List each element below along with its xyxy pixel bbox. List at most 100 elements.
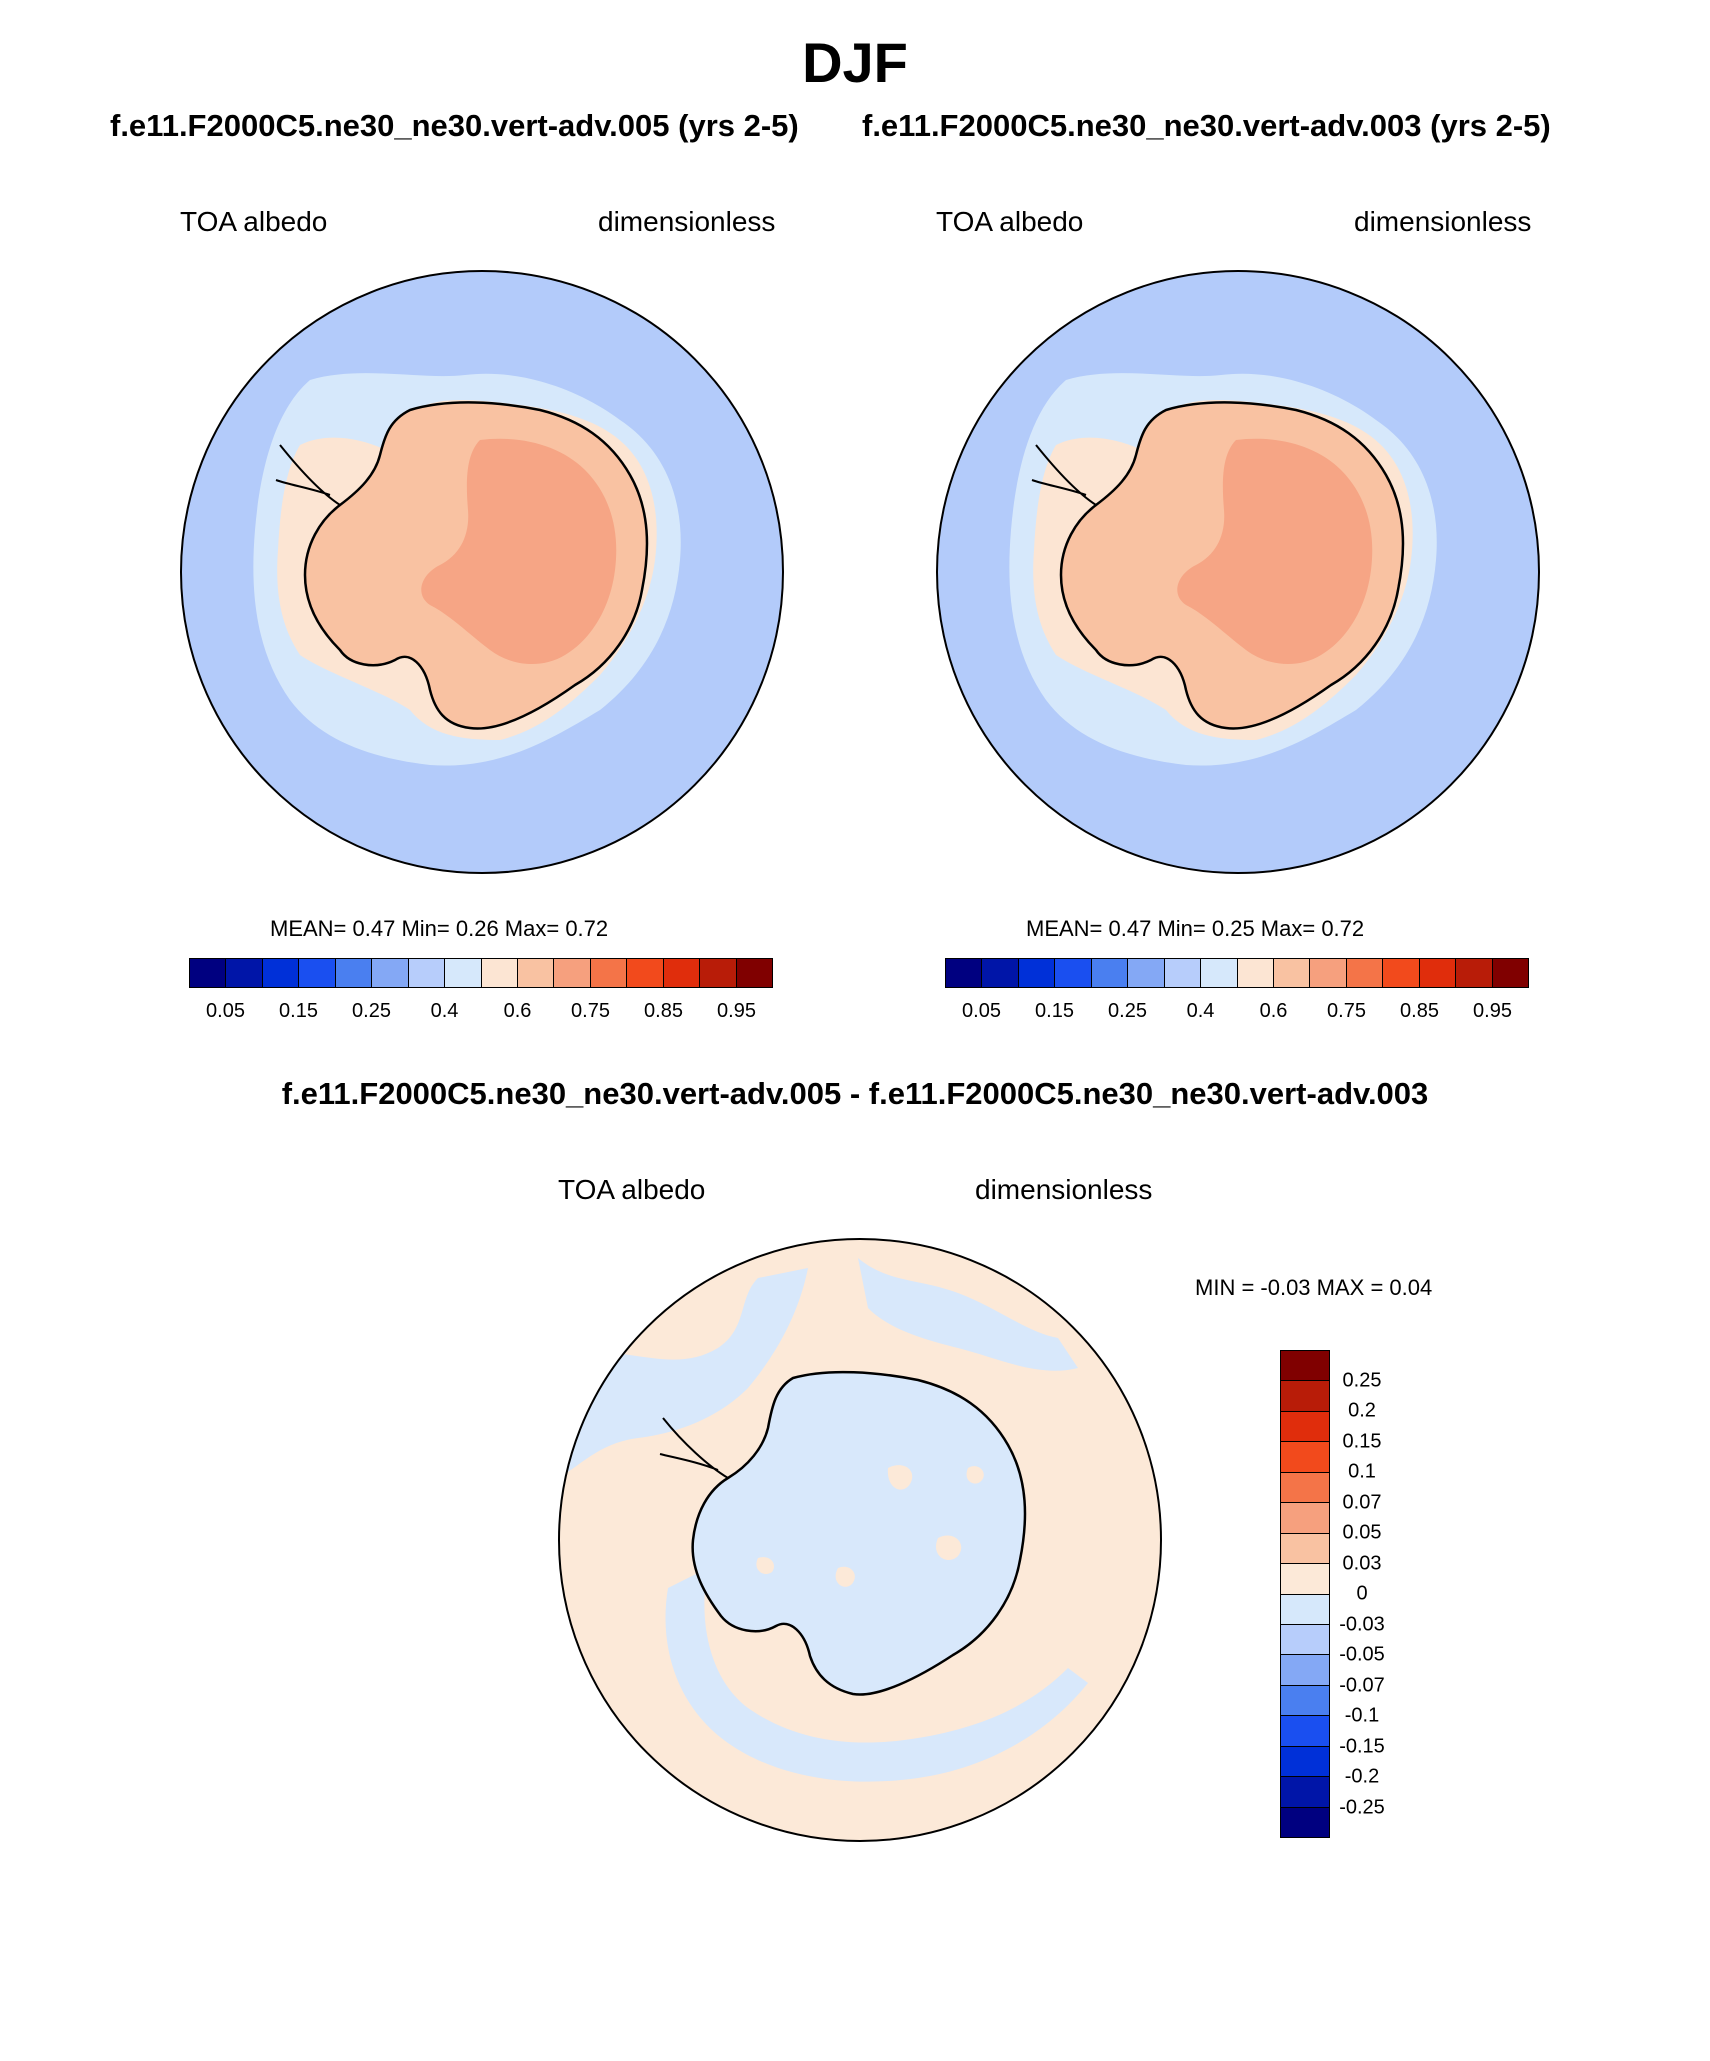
- difference-negative-ring: [665, 1568, 1088, 1782]
- panel-1-map-border: [180, 270, 784, 874]
- panel-1-colorbar-swatch: [262, 959, 300, 987]
- panel-2-colorbar-swatch: [1273, 959, 1311, 987]
- difference-variable-label: TOA albedo: [558, 1174, 706, 1205]
- panel-1-plateau: [421, 438, 617, 665]
- panel-2-plateau: [1177, 438, 1373, 665]
- difference-colorbar-swatch: [1281, 1533, 1329, 1565]
- panel-1-colorbar-swatch: [226, 959, 263, 987]
- difference-negative-region-north: [858, 1258, 1078, 1371]
- difference-colorbar-swatch: [1281, 1624, 1329, 1656]
- panel-1-colorbar-tick-label: 0.25: [352, 1000, 391, 1022]
- panel-2-colorbar-swatch: [946, 959, 983, 987]
- difference-colorbar-tick-label: 0.2: [1348, 1399, 1376, 1422]
- panel-2-colorbar-swatch: [1055, 959, 1092, 987]
- difference-colorbar-swatch: [1281, 1411, 1329, 1443]
- panel-1-colorbar-swatch: [372, 959, 409, 987]
- panel-1-colorbar-tick-label: 0.4: [430, 1000, 459, 1022]
- difference-units-label: dimensionless: [975, 1174, 1153, 1205]
- panel-1-colorbar-tick-label: 0.95: [717, 1000, 756, 1022]
- panel-1-colorbar-swatch: [445, 959, 482, 987]
- difference-coastline: [691, 1370, 1027, 1696]
- panel-1-colorbar-tick-label: 0.6: [503, 1000, 532, 1022]
- panel-2-colorbar-tick-label: 0.75: [1327, 1000, 1366, 1022]
- panel-1-polar-map: [180, 270, 784, 874]
- panel-2-colorbar: [945, 958, 1529, 988]
- panel-1-colorbar-swatch: [190, 959, 227, 987]
- panel-1-colorbar-swatch: [481, 959, 518, 987]
- panel-1-colorbar-ticks: 0.05 0.15 0.25 0.4 0.6 0.75 0.85 0.95: [189, 1000, 773, 1030]
- panel-1-peninsula: [275, 444, 341, 506]
- panel-1-colorbar-swatch: [736, 959, 772, 987]
- panel-2-colorbar-tick-label: 0.6: [1259, 1000, 1288, 1022]
- difference-map-border: [558, 1238, 1162, 1842]
- difference-colorbar-tick-label: -0.1: [1344, 1704, 1380, 1727]
- difference-polar-map: [558, 1238, 1162, 1842]
- difference-colorbar-tick-label: -0.25: [1339, 1796, 1385, 1818]
- difference-colorbar-swatch: [1281, 1655, 1329, 1686]
- panel-1-colorbar-swatch: [335, 959, 373, 987]
- difference-colorbar-ticks: 0.25 0.2 0.15 0.1 0.07 0.05 0.03 0 -0.03 -0.05 -0.…: [1339, 1350, 1420, 1838]
- panel-2-map-border: [936, 270, 1540, 874]
- difference-stats: MIN = -0.03 MAX = 0.04: [1195, 1275, 1433, 1300]
- difference-colorbar-tick-label: 0.25: [1342, 1369, 1382, 1391]
- panel-2-coastline: [1059, 401, 1405, 730]
- panel-2-colorbar-swatch: [1237, 959, 1274, 987]
- difference-colorbar-tick-label: -0.03: [1339, 1613, 1385, 1635]
- difference-colorbar-tick-label: 0.03: [1342, 1552, 1382, 1574]
- difference-colorbar-swatch: [1281, 1807, 1329, 1837]
- difference-colorbar-swatch: [1281, 1685, 1329, 1717]
- panel-2-colorbar-tick-label: 0.4: [1186, 1000, 1215, 1022]
- difference-title: f.e11.F2000C5.ne30_ne30.vert-adv.005 - f…: [281, 1076, 1429, 1111]
- panel-1-colorbar-swatch: [554, 959, 591, 987]
- panel-2-colorbar-swatch: [1018, 959, 1056, 987]
- difference-colorbar-tick-label: -0.05: [1339, 1643, 1385, 1666]
- panel-1-coastline: [303, 401, 649, 730]
- panel-2-units-label: dimensionless: [1354, 206, 1532, 237]
- figure-title: DJF: [802, 31, 908, 94]
- difference-negative-region-west: [559, 1268, 808, 1478]
- panel-2-colorbar-swatch: [1164, 959, 1202, 987]
- panel-2-colorbar-swatch: [1091, 959, 1129, 987]
- panel-2-colorbar-swatch: [1419, 959, 1457, 987]
- difference-colorbar-swatch: [1281, 1381, 1329, 1412]
- panel-1-colorbar-tick-label: 0.05: [206, 1000, 245, 1022]
- panel-2-colorbar-ticks: 0.05 0.15 0.25 0.4 0.6 0.75 0.85 0.95: [945, 1000, 1529, 1030]
- panel-2-variable-label: TOA albedo: [936, 206, 1084, 237]
- difference-colorbar-swatch: [1281, 1716, 1329, 1747]
- difference-colorbar-swatch: [1281, 1351, 1329, 1382]
- panel-1-units-label: dimensionless: [598, 206, 776, 237]
- panel-2-colorbar-tick-label: 0.85: [1400, 1000, 1439, 1022]
- difference-colorbar-tick-label: -0.07: [1339, 1674, 1385, 1696]
- panel-1-colorbar: [189, 958, 773, 988]
- panel-1-colorbar-tick-label: 0.75: [571, 1000, 610, 1022]
- difference-negative-continent: [692, 1372, 1025, 1695]
- panel-1-colorbar-swatch: [299, 959, 336, 987]
- panel-1-colorbar-swatch: [700, 959, 737, 987]
- difference-colorbar-swatch: [1281, 1564, 1329, 1595]
- difference-colorbar-tick-label: 0.07: [1342, 1491, 1382, 1513]
- difference-colorbar-swatch: [1281, 1503, 1329, 1534]
- panel-1-variable-label: TOA albedo: [180, 206, 328, 237]
- panel-2-colorbar-swatch: [1201, 959, 1238, 987]
- panel-2-colorbar-tick-label: 0.05: [962, 1000, 1001, 1022]
- difference-colorbar-swatch: [1281, 1746, 1329, 1778]
- panel-2-colorbar-tick-label: 0.95: [1473, 1000, 1512, 1022]
- panel-2-colorbar-swatch: [1456, 959, 1493, 987]
- difference-colorbar: [1280, 1350, 1330, 1838]
- panel-2-colorbar-swatch: [1492, 959, 1528, 987]
- difference-colorbar-tick-label: 0.1: [1348, 1460, 1376, 1483]
- panel-2-polar-map: [936, 270, 1540, 874]
- panel-2-colorbar-swatch: [1128, 959, 1165, 987]
- panel-1-colorbar-swatch: [663, 959, 701, 987]
- difference-colorbar-tick-label: 0.05: [1342, 1521, 1382, 1544]
- panel-1-colorbar-tick-label: 0.85: [644, 1000, 683, 1022]
- difference-colorbar-swatch: [1281, 1472, 1329, 1504]
- panel-1-colorbar-swatch: [408, 959, 446, 987]
- difference-peninsula: [659, 1417, 729, 1479]
- panel-2-case-title: f.e11.F2000C5.ne30_ne30.vert-adv.003 (yr…: [862, 108, 1551, 143]
- panel-1-colorbar-swatch: [590, 959, 628, 987]
- panel-2-stats: MEAN= 0.47 Min= 0.25 Max= 0.72: [1026, 916, 1365, 941]
- panel-1-colorbar-tick-label: 0.15: [279, 1000, 318, 1022]
- panel-2-colorbar-swatch: [982, 959, 1019, 987]
- difference-colorbar-swatch: [1281, 1594, 1329, 1625]
